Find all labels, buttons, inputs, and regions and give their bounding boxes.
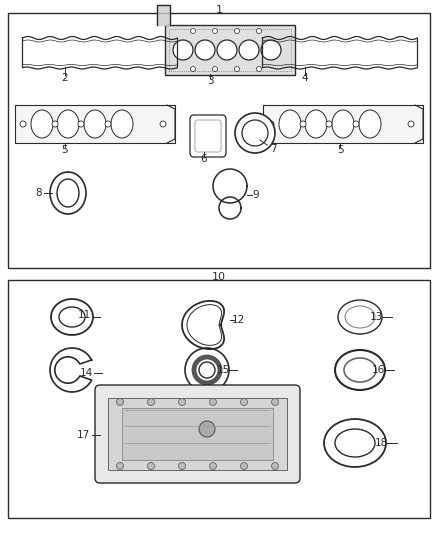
Circle shape: [173, 40, 193, 60]
Bar: [108, 398, 287, 470]
Circle shape: [148, 399, 155, 406]
Text: 5: 5: [337, 145, 343, 155]
Ellipse shape: [332, 110, 354, 138]
Circle shape: [212, 67, 218, 71]
Bar: [15, 105, 175, 143]
Circle shape: [179, 463, 186, 470]
Text: 18: 18: [375, 438, 388, 448]
Bar: [122, 408, 273, 460]
Ellipse shape: [335, 429, 375, 457]
Polygon shape: [157, 5, 170, 25]
Bar: [8, 13, 430, 268]
Circle shape: [194, 357, 220, 383]
Circle shape: [195, 40, 215, 60]
Circle shape: [272, 399, 279, 406]
FancyBboxPatch shape: [195, 120, 221, 152]
Circle shape: [234, 67, 240, 71]
Circle shape: [199, 362, 215, 378]
Circle shape: [209, 399, 216, 406]
Circle shape: [257, 67, 261, 71]
Text: 7: 7: [270, 144, 277, 154]
Text: 15: 15: [217, 365, 230, 375]
Text: 13: 13: [370, 312, 383, 322]
Ellipse shape: [335, 350, 385, 390]
Ellipse shape: [324, 419, 386, 467]
Circle shape: [52, 121, 58, 127]
Text: 9: 9: [252, 190, 258, 200]
Circle shape: [326, 121, 332, 127]
Circle shape: [261, 40, 281, 60]
Ellipse shape: [59, 307, 85, 327]
Circle shape: [240, 463, 247, 470]
Circle shape: [117, 399, 124, 406]
Circle shape: [105, 121, 111, 127]
Ellipse shape: [31, 110, 53, 138]
Ellipse shape: [345, 306, 375, 328]
Circle shape: [212, 28, 218, 34]
Circle shape: [117, 463, 124, 470]
Text: 16: 16: [372, 365, 385, 375]
Text: 5: 5: [62, 145, 68, 155]
Circle shape: [191, 67, 195, 71]
Circle shape: [239, 40, 259, 60]
Ellipse shape: [279, 110, 301, 138]
Text: 11: 11: [78, 310, 91, 320]
Circle shape: [240, 399, 247, 406]
Ellipse shape: [84, 110, 106, 138]
Circle shape: [235, 113, 275, 153]
Text: 1: 1: [215, 5, 223, 15]
Circle shape: [209, 463, 216, 470]
Circle shape: [234, 28, 240, 34]
Ellipse shape: [50, 172, 86, 214]
Text: 6: 6: [201, 154, 207, 164]
Bar: [8, 280, 430, 518]
Circle shape: [257, 28, 261, 34]
Text: 3: 3: [207, 76, 213, 86]
FancyBboxPatch shape: [95, 385, 300, 483]
Text: 10: 10: [212, 272, 226, 282]
Bar: [263, 105, 423, 143]
Circle shape: [191, 28, 195, 34]
Ellipse shape: [57, 179, 79, 207]
Ellipse shape: [111, 110, 133, 138]
Circle shape: [268, 121, 274, 127]
Circle shape: [300, 121, 306, 127]
FancyBboxPatch shape: [190, 115, 226, 157]
Ellipse shape: [51, 299, 93, 335]
Text: 8: 8: [35, 188, 42, 198]
Circle shape: [78, 121, 84, 127]
Ellipse shape: [359, 110, 381, 138]
Text: 12: 12: [232, 315, 245, 325]
Circle shape: [148, 463, 155, 470]
Text: 14: 14: [80, 368, 93, 378]
Circle shape: [408, 121, 414, 127]
Circle shape: [199, 421, 215, 437]
Bar: [165, 25, 295, 75]
Circle shape: [353, 121, 359, 127]
Ellipse shape: [305, 110, 327, 138]
Circle shape: [217, 40, 237, 60]
Ellipse shape: [344, 358, 376, 382]
Circle shape: [160, 121, 166, 127]
Bar: [169, 29, 291, 71]
Text: 2: 2: [62, 73, 68, 83]
Circle shape: [20, 121, 26, 127]
Circle shape: [242, 120, 268, 146]
Text: 4: 4: [302, 73, 308, 83]
Ellipse shape: [338, 300, 382, 334]
Circle shape: [272, 463, 279, 470]
Circle shape: [179, 399, 186, 406]
Circle shape: [185, 348, 229, 392]
Ellipse shape: [57, 110, 79, 138]
Text: 17: 17: [77, 430, 90, 440]
